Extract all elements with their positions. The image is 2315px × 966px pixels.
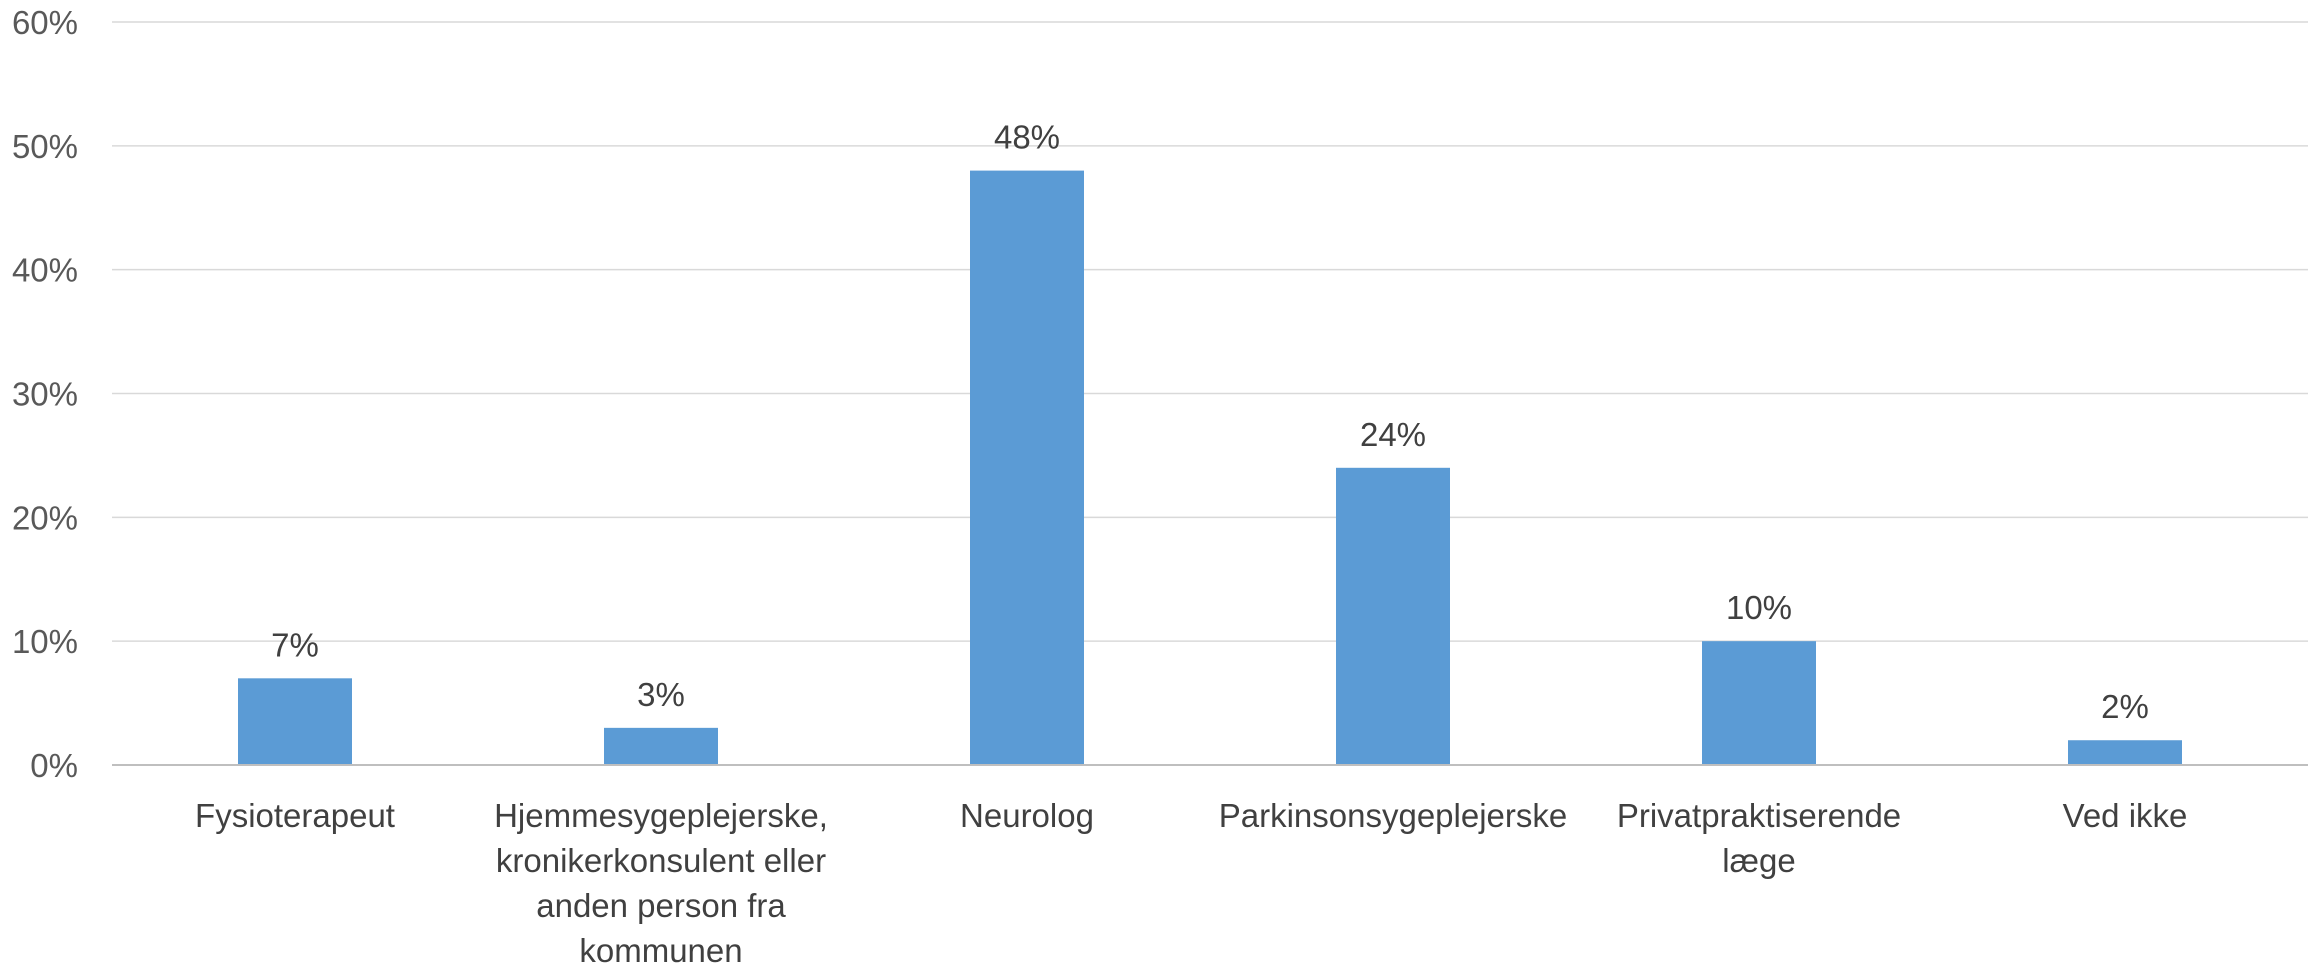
category-label-1: Hjemmesygeplejerske, kronikerkonsulent el…: [494, 797, 828, 966]
data-label-2: 48%: [994, 119, 1060, 156]
data-label-0: 7%: [271, 626, 319, 663]
bar-0: [238, 678, 352, 765]
category-label-0: Fysioterapeut: [195, 797, 395, 834]
gridlines: [112, 21, 2308, 642]
bar-5: [2068, 740, 2182, 765]
bar-2: [970, 170, 1084, 766]
category-label-line: kommunen: [579, 932, 742, 966]
data-label-5: 2%: [2101, 688, 2149, 725]
category-label-2: Neurolog: [960, 797, 1094, 834]
category-labels: Fysioterapeut Hjemmesygeplejerske, kronike…: [195, 797, 2187, 966]
y-tick-label-20: 20%: [12, 499, 78, 536]
category-label-line: Fysioterapeut: [195, 797, 395, 834]
data-label-1: 3%: [637, 676, 685, 713]
y-axis-tick-labels: 0% 10% 20% 30% 40% 50% 60%: [12, 4, 78, 784]
bar-4: [1702, 641, 1816, 765]
y-tick-label-60: 60%: [12, 4, 78, 41]
y-tick-label-40: 40%: [12, 252, 78, 289]
category-label-line: Privatpraktiserende: [1617, 797, 1901, 834]
category-label-3: Parkinsonsygeplejerske: [1219, 797, 1568, 834]
data-label-3: 24%: [1360, 416, 1426, 453]
y-tick-label-0: 0%: [30, 747, 78, 784]
y-tick-label-30: 30%: [12, 376, 78, 413]
category-label-line: Hjemmesygeplejerske,: [494, 797, 828, 834]
category-label-line: anden person fra: [536, 887, 786, 924]
category-label-line: læge: [1722, 842, 1795, 879]
category-label-line: Parkinsonsygeplejerske: [1219, 797, 1568, 834]
bar-3: [1336, 467, 1450, 765]
category-label-5: Ved ikke: [2063, 797, 2188, 834]
category-label-line: kronikerkonsulent eller: [496, 842, 826, 879]
y-tick-label-10: 10%: [12, 623, 78, 660]
data-labels: 7% 3% 48% 24% 10% 2%: [271, 119, 2149, 726]
data-label-4: 10%: [1726, 589, 1792, 626]
category-label-line: Ved ikke: [2063, 797, 2188, 834]
category-label-4: Privatpraktiserende læge: [1617, 797, 1901, 879]
category-label-line: Neurolog: [960, 797, 1094, 834]
bar-1: [604, 727, 718, 765]
y-tick-label-50: 50%: [12, 128, 78, 165]
bars: [238, 170, 2182, 766]
